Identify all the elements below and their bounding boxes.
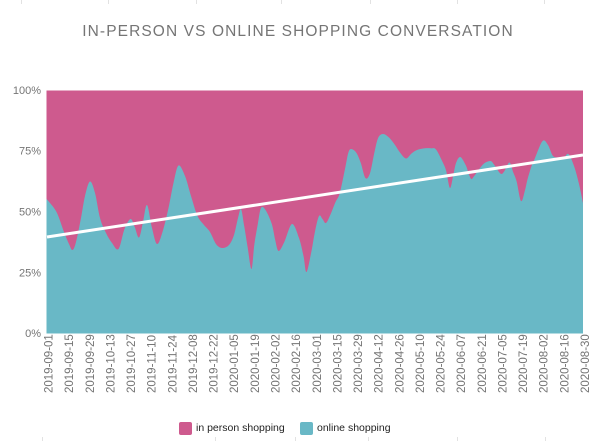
svg-text:2020-05-10: 2020-05-10: [415, 334, 427, 393]
svg-text:2020-07-19: 2020-07-19: [518, 334, 530, 393]
svg-text:2020-04-12: 2020-04-12: [374, 334, 386, 393]
svg-text:0%: 0%: [25, 328, 41, 340]
svg-text:2020-02-02: 2020-02-02: [271, 334, 283, 393]
svg-text:25%: 25%: [19, 267, 41, 279]
svg-text:2019-11-24: 2019-11-24: [167, 334, 179, 393]
svg-text:2019-09-15: 2019-09-15: [64, 334, 76, 393]
svg-text:2020-08-02: 2020-08-02: [539, 334, 551, 393]
svg-text:2020-03-01: 2020-03-01: [312, 334, 324, 393]
svg-text:2020-06-21: 2020-06-21: [477, 334, 489, 393]
svg-text:2020-06-07: 2020-06-07: [456, 334, 468, 393]
svg-text:2019-09-29: 2019-09-29: [85, 334, 97, 393]
svg-text:2020-08-30: 2020-08-30: [580, 334, 592, 393]
svg-text:2020-01-05: 2020-01-05: [229, 334, 241, 393]
svg-text:2020-04-26: 2020-04-26: [394, 334, 406, 393]
svg-text:50%: 50%: [19, 207, 41, 219]
svg-text:2019-12-08: 2019-12-08: [188, 334, 200, 393]
svg-text:2020-03-15: 2020-03-15: [332, 334, 344, 393]
svg-text:2020-07-05: 2020-07-05: [498, 334, 510, 393]
svg-text:100%: 100%: [13, 85, 41, 97]
svg-text:2020-08-16: 2020-08-16: [559, 334, 571, 393]
svg-text:75%: 75%: [19, 146, 41, 158]
svg-text:2019-10-27: 2019-10-27: [126, 334, 138, 393]
svg-text:2019-12-22: 2019-12-22: [209, 334, 221, 393]
svg-text:2019-09-01: 2019-09-01: [44, 334, 56, 393]
svg-text:2019-11-10: 2019-11-10: [147, 335, 159, 393]
svg-text:2020-05-24: 2020-05-24: [436, 334, 448, 393]
svg-text:2020-03-29: 2020-03-29: [353, 334, 365, 393]
svg-text:2019-10-13: 2019-10-13: [105, 334, 117, 393]
svg-text:2020-01-19: 2020-01-19: [250, 334, 262, 393]
svg-text:2020-02-16: 2020-02-16: [291, 334, 303, 393]
